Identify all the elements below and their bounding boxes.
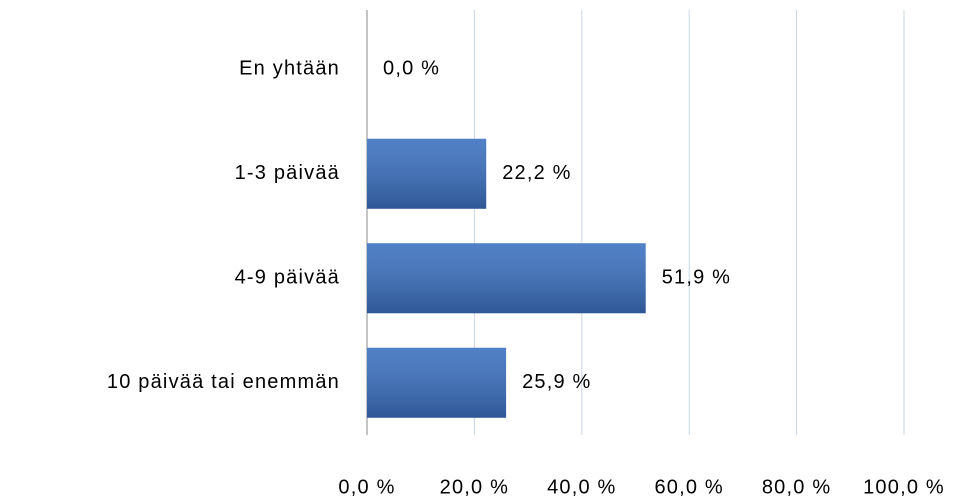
data-label: 22,2 % bbox=[502, 162, 571, 184]
data-label: 25,9 % bbox=[522, 371, 591, 393]
y-tick-label: En yhtään bbox=[239, 58, 340, 80]
bar-shade bbox=[367, 243, 646, 314]
x-tick-label: 20,0 % bbox=[440, 476, 509, 498]
bar-shade bbox=[367, 138, 487, 209]
y-tick-label: 10 päivää tai enemmän bbox=[107, 371, 340, 393]
bar-shade bbox=[367, 347, 507, 418]
x-tick-label: 0,0 % bbox=[338, 476, 395, 498]
x-tick-label: 60,0 % bbox=[654, 476, 723, 498]
x-tick-label: 80,0 % bbox=[762, 476, 831, 498]
y-tick-label: 1-3 päivää bbox=[235, 162, 340, 184]
data-label: 51,9 % bbox=[662, 267, 731, 289]
x-tick-label: 100,0 % bbox=[863, 476, 945, 498]
data-label: 0,0 % bbox=[383, 58, 440, 80]
y-tick-label: 4-9 päivää bbox=[235, 267, 340, 289]
x-tick-label: 40,0 % bbox=[547, 476, 616, 498]
